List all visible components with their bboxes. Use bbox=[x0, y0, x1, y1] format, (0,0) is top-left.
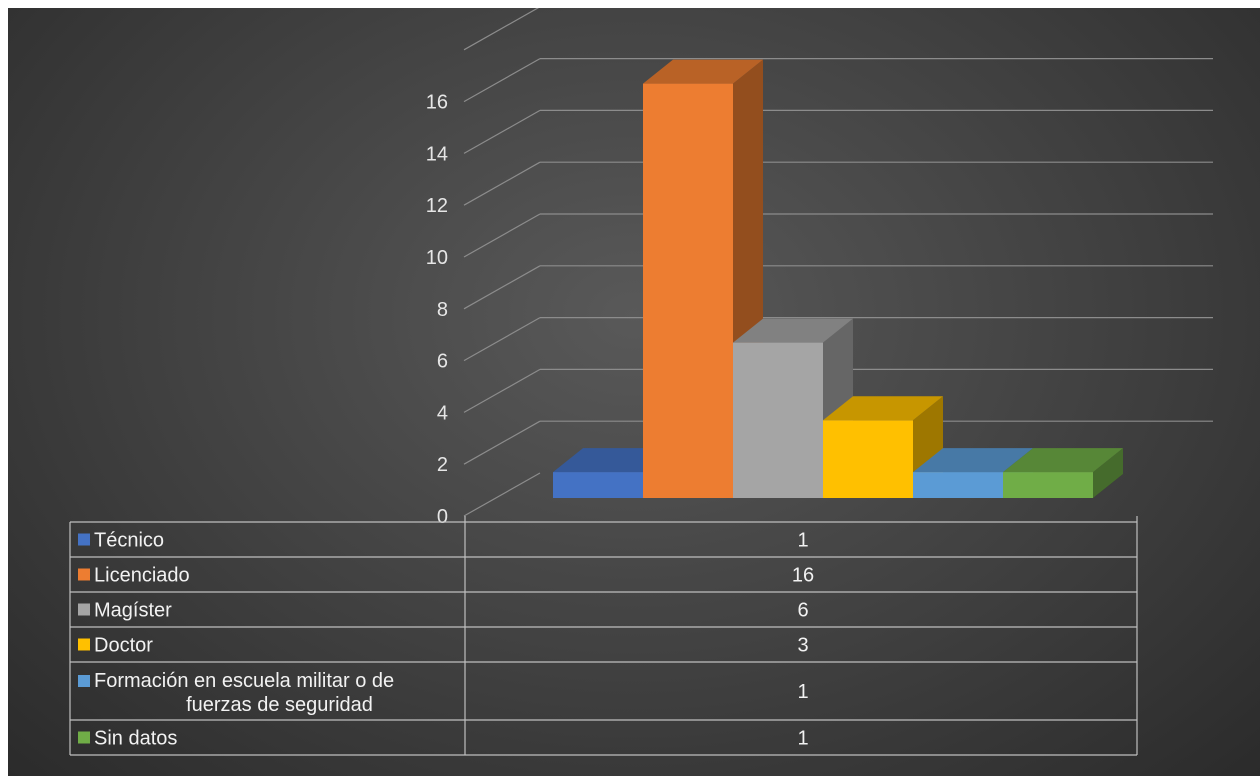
y-tick-label: 12 bbox=[426, 195, 448, 217]
legend-key bbox=[78, 638, 90, 651]
y-tick-label: 4 bbox=[437, 402, 448, 424]
category-label: fuerzas de seguridad bbox=[186, 694, 373, 716]
legend-key bbox=[78, 533, 90, 546]
bar-front bbox=[733, 342, 823, 498]
bars bbox=[553, 59, 1123, 498]
gridline-depth bbox=[463, 58, 541, 103]
legend-key bbox=[78, 675, 90, 687]
data-value: 1 bbox=[797, 681, 808, 703]
chart-area: 0 2 4 6 8 10 12 14 16 Técnico 1 Licenciado 16 Magíst… bbox=[8, 8, 1260, 776]
data-value: 6 bbox=[797, 600, 808, 622]
category-label: Técnico bbox=[94, 530, 164, 552]
bar-side bbox=[1093, 448, 1123, 498]
data-table: Técnico 1 Licenciado 16 Magíster 6 Doctor 3 Form… bbox=[69, 516, 1138, 756]
category-label: Licenciado bbox=[94, 565, 190, 587]
bar-front bbox=[1003, 472, 1093, 498]
bar-top bbox=[1003, 448, 1123, 473]
category-label: Doctor bbox=[94, 635, 153, 657]
category-label: Formación en escuela militar o de bbox=[94, 670, 394, 692]
category-label: Sin datos bbox=[94, 728, 177, 750]
bar-6 bbox=[1003, 448, 1123, 498]
bar-top bbox=[823, 396, 943, 421]
gridline-depth bbox=[463, 368, 541, 413]
y-tick-label: 6 bbox=[437, 351, 448, 373]
y-tick-label: 10 bbox=[426, 247, 448, 269]
y-tick-label: 8 bbox=[437, 299, 448, 321]
data-value: 1 bbox=[797, 530, 808, 552]
bar-top bbox=[643, 59, 763, 84]
bar-top bbox=[733, 318, 853, 343]
table-row: Licenciado 16 bbox=[70, 565, 1137, 593]
legend-key bbox=[78, 603, 90, 616]
legend-key bbox=[78, 568, 90, 581]
bar-front bbox=[913, 472, 1003, 498]
y-tick-label: 14 bbox=[426, 143, 448, 165]
bar-front bbox=[823, 420, 913, 498]
gridline-depth bbox=[463, 265, 541, 310]
table-row: Formación en escuela militar o defuerzas… bbox=[70, 670, 1137, 721]
bar-front bbox=[643, 83, 733, 498]
bar-front bbox=[553, 472, 643, 498]
data-value: 1 bbox=[797, 728, 808, 750]
y-tick-label: 0 bbox=[437, 506, 448, 528]
gridline-depth bbox=[463, 8, 540, 51]
y-tick-label: 2 bbox=[437, 454, 448, 476]
gridline-depth bbox=[463, 161, 541, 206]
table-row: Magíster 6 bbox=[70, 600, 1137, 628]
table-row: Doctor 3 bbox=[70, 635, 1137, 663]
table-row: Técnico 1 bbox=[70, 530, 1137, 558]
y-tick-label: 16 bbox=[426, 92, 448, 114]
gridline-depth bbox=[463, 109, 541, 154]
gridline-depth bbox=[463, 317, 541, 362]
data-value: 16 bbox=[792, 565, 814, 587]
bar-top bbox=[913, 448, 1033, 473]
gridline-depth bbox=[463, 420, 541, 465]
table-row: Sin datos 1 bbox=[70, 728, 1137, 756]
gridline-depth bbox=[463, 472, 541, 517]
legend-key bbox=[78, 731, 90, 744]
y-axis: 0 2 4 6 8 10 12 14 16 bbox=[426, 92, 448, 528]
category-label: Magíster bbox=[94, 600, 172, 622]
data-value: 3 bbox=[797, 635, 808, 657]
gridline-depth bbox=[463, 213, 541, 258]
